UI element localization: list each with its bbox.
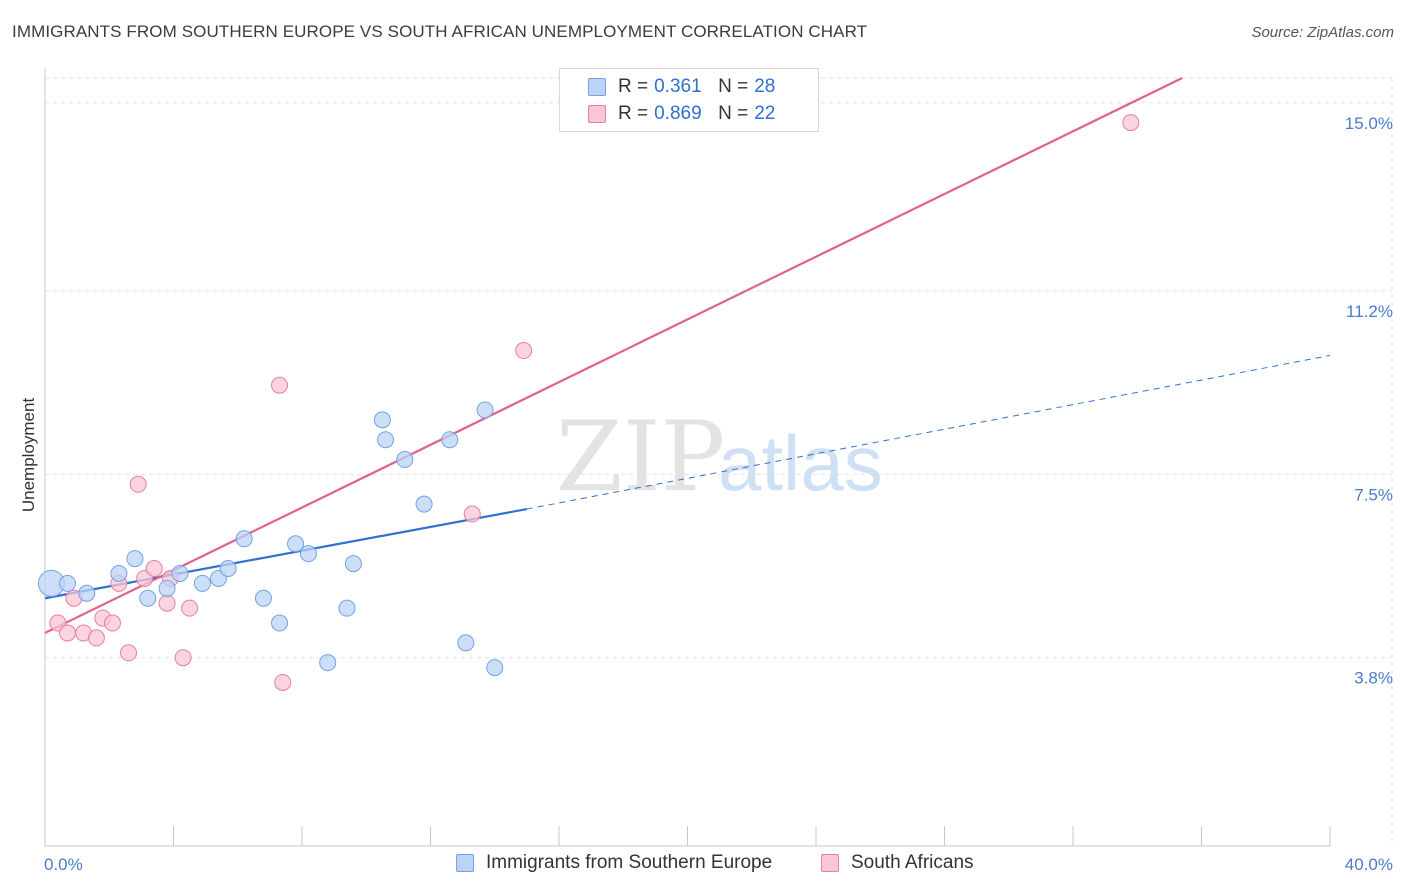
legend-r-value: 0.869 [654,103,702,124]
point-southern-europe [78,584,96,602]
series-label: South Africans [851,852,974,873]
point-southern-europe [299,545,317,563]
chart-title: IMMIGRANTS FROM SOUTHERN EUROPE VS SOUTH… [12,22,868,41]
point-south-africans [174,649,192,667]
trend-lines [44,77,1331,634]
point-southern-europe [476,401,494,419]
point-south-africans [1122,114,1140,132]
watermark: ZIP atlas [556,401,883,513]
point-south-africans [129,475,147,493]
x-tick-label: 0.0% [44,855,83,874]
legend-r-label: R = [618,103,649,124]
grid [45,77,1393,846]
point-southern-europe [158,579,176,597]
point-southern-europe [441,431,459,449]
point-southern-europe [235,530,253,548]
point-south-africans [271,376,289,394]
point-southern-europe [254,589,272,607]
legend-swatch-blue [588,78,606,96]
legend-n-value: 22 [754,103,776,124]
y-axis-title: Unemployment [19,398,38,513]
correlation-legend: R = 0.361 N = 28 R = 0.869 N = 22 [559,68,819,132]
x-tick-labels: 0.0% 40.0% [44,855,1393,874]
point-south-africans [181,599,199,617]
legend-r-value: 0.361 [654,76,702,97]
legend-swatch-pink [588,105,606,123]
point-southern-europe [193,574,211,592]
trend-line-south-africans [44,77,1183,634]
legend-row-southern-europe: R = 0.361 N = 28 [588,75,775,99]
point-southern-europe [271,614,289,632]
point-southern-europe [486,659,504,677]
y-tick-label: 15.0% [1345,114,1393,133]
point-southern-europe [126,550,144,568]
point-south-africans [58,624,76,642]
point-south-africans [87,629,105,647]
point-southern-europe [58,574,76,592]
point-southern-europe [110,564,128,582]
series-label: Immigrants from Southern Europe [486,852,773,873]
series-legend-southern-europe[interactable]: Immigrants from Southern Europe [456,852,772,874]
y-tick-label: 3.8% [1354,669,1393,688]
data-points [37,114,1140,691]
point-southern-europe [377,431,395,449]
point-south-africans [103,614,121,632]
point-southern-europe [287,535,305,553]
y-tick-label: 11.2% [1346,302,1393,321]
legend-n-value: 28 [754,76,776,97]
y-tick-labels: 3.8% 7.5% 11.2% 15.0% [1345,114,1393,688]
series-swatch-blue [456,854,474,872]
watermark-atlas: atlas [718,419,883,507]
legend-n-label: N = [718,76,749,97]
point-southern-europe [338,599,356,617]
point-southern-europe [319,654,337,672]
legend-row-south-africans: R = 0.869 N = 22 [588,102,775,126]
x-tick-label: 40.0% [1345,855,1393,874]
series-legend-south-africans[interactable]: South Africans [821,852,974,874]
series-swatch-pink [821,854,839,872]
point-southern-europe [415,495,433,513]
source-credit: Source: ZipAtlas.com [1251,24,1394,41]
point-south-africans [515,342,533,360]
point-south-africans [158,594,176,612]
point-southern-europe [344,555,362,573]
point-south-africans [145,560,163,578]
point-south-africans [463,505,481,523]
legend-r-label: R = [618,76,649,97]
point-southern-europe [373,411,391,429]
point-southern-europe [219,560,237,578]
y-tick-label: 7.5% [1354,485,1393,504]
point-southern-europe [171,564,189,582]
legend-n-label: N = [718,103,749,124]
axes [44,68,1331,847]
series-legend: Immigrants from Southern Europe South Af… [0,852,1406,878]
point-southern-europe [396,451,414,469]
point-southern-europe [139,589,157,607]
point-southern-europe [457,634,475,652]
point-south-africans [274,673,292,691]
trend-extension-southern-europe [526,354,1331,510]
point-south-africans [120,644,138,662]
watermark-zip: ZIP [556,401,725,513]
